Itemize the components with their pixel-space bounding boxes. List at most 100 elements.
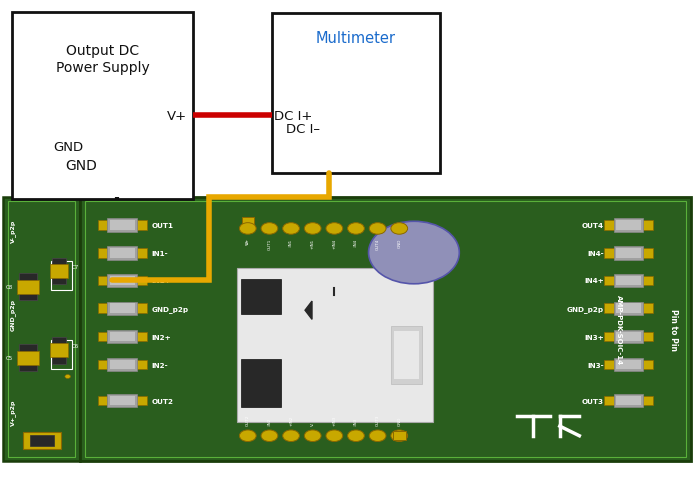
Bar <box>643 304 653 313</box>
Bar <box>604 360 614 370</box>
Bar <box>643 360 653 370</box>
Circle shape <box>261 223 278 235</box>
Text: OUT4: OUT4 <box>581 223 604 228</box>
Bar <box>391 326 422 384</box>
Bar <box>19 274 37 300</box>
Text: V+: V+ <box>246 239 250 245</box>
Text: C5: C5 <box>6 356 13 360</box>
Text: V+: V+ <box>167 109 187 123</box>
Bar <box>272 14 440 174</box>
Text: C6: C6 <box>72 343 79 348</box>
Text: Output DC
Power Supply: Output DC Power Supply <box>56 44 149 75</box>
Text: -IN4: -IN4 <box>354 239 358 247</box>
Bar <box>110 249 135 258</box>
Bar <box>98 276 107 286</box>
Bar <box>643 396 653 406</box>
Bar <box>110 332 135 342</box>
Circle shape <box>348 430 364 442</box>
Bar <box>616 249 641 258</box>
Bar <box>107 274 137 288</box>
Bar <box>604 276 614 286</box>
Bar <box>604 221 614 230</box>
Text: C7: C7 <box>72 264 79 269</box>
Bar <box>614 330 643 344</box>
Circle shape <box>348 223 364 235</box>
Bar <box>616 221 641 230</box>
Circle shape <box>326 430 343 442</box>
Bar <box>604 332 614 342</box>
Bar <box>12 13 193 199</box>
Bar <box>23 432 61 449</box>
Text: DC I+: DC I+ <box>274 109 313 123</box>
Circle shape <box>239 430 256 442</box>
Bar <box>604 396 614 406</box>
Text: IN4+: IN4+ <box>584 278 604 284</box>
Bar <box>52 258 66 285</box>
Text: IN2-: IN2- <box>151 362 168 368</box>
Bar <box>107 247 137 260</box>
Text: Multimeter: Multimeter <box>316 31 396 46</box>
Circle shape <box>391 430 408 442</box>
Bar <box>616 332 641 342</box>
Bar <box>616 360 641 370</box>
Circle shape <box>283 223 299 235</box>
Text: OUT3: OUT3 <box>581 398 604 404</box>
Circle shape <box>239 223 256 235</box>
Bar <box>616 304 641 313</box>
Text: OUT2: OUT2 <box>151 398 174 404</box>
Circle shape <box>369 222 459 284</box>
Circle shape <box>369 223 386 235</box>
Text: IN3+: IN3+ <box>584 334 604 340</box>
Bar <box>110 360 135 370</box>
Bar <box>137 221 147 230</box>
Bar <box>98 396 107 406</box>
Bar <box>137 360 147 370</box>
Bar <box>98 304 107 313</box>
Bar <box>3 198 80 461</box>
Bar <box>616 396 641 406</box>
Text: GND: GND <box>397 239 401 248</box>
Bar <box>237 269 433 422</box>
Text: IN1-: IN1- <box>151 251 168 256</box>
Bar <box>107 219 137 232</box>
Bar <box>137 332 147 342</box>
Text: +IN2: +IN2 <box>289 415 293 425</box>
Circle shape <box>283 430 299 442</box>
Bar <box>137 304 147 313</box>
Circle shape <box>65 375 70 379</box>
Circle shape <box>304 430 321 442</box>
Bar <box>604 249 614 258</box>
Text: GND_p2p: GND_p2p <box>567 305 604 312</box>
Circle shape <box>304 223 321 235</box>
Bar <box>50 264 68 278</box>
Text: GND: GND <box>397 416 401 425</box>
Bar <box>8 201 75 457</box>
Circle shape <box>261 430 278 442</box>
Text: -IN1: -IN1 <box>289 239 293 247</box>
Text: +IN4: +IN4 <box>332 239 336 249</box>
Bar <box>614 274 643 288</box>
Text: GND: GND <box>53 141 84 154</box>
Bar <box>98 249 107 258</box>
Bar <box>137 249 147 258</box>
Circle shape <box>326 223 343 235</box>
Bar <box>110 396 135 406</box>
Text: GND_p2p: GND_p2p <box>10 299 16 331</box>
Bar <box>643 221 653 230</box>
Bar <box>107 358 137 372</box>
Bar <box>51 341 72 370</box>
Text: +IN1: +IN1 <box>311 239 315 249</box>
Bar <box>643 249 653 258</box>
Text: GND_p2p: GND_p2p <box>151 305 188 312</box>
Bar <box>614 358 643 372</box>
Bar <box>85 201 686 457</box>
Circle shape <box>369 430 386 442</box>
Text: OUT1: OUT1 <box>151 223 174 228</box>
Bar <box>614 394 643 408</box>
Bar <box>98 221 107 230</box>
Circle shape <box>391 223 408 235</box>
Bar <box>393 432 406 440</box>
Bar <box>643 332 653 342</box>
Text: GND: GND <box>65 159 97 173</box>
Bar <box>50 344 68 357</box>
